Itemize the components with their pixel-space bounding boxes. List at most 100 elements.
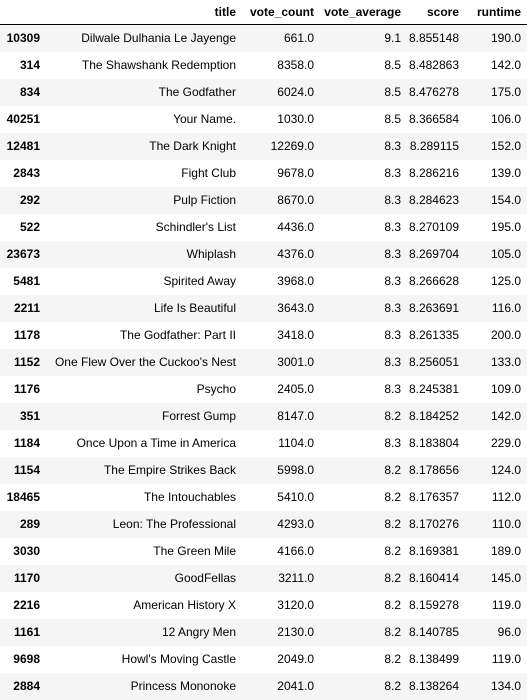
row-index: 292 (19, 192, 40, 207)
title-cell: Schindler's List (155, 219, 236, 234)
runtime-cell: 139.0 (490, 165, 521, 180)
table-row: 351 Forrest Gump 8147.0 8.2 8.184252 142.0 (0, 402, 527, 430)
title-cell: The Green Mile (153, 543, 236, 558)
score-cell: 8.138264 (408, 678, 459, 693)
vote-count-cell: 2041.0 (277, 678, 314, 693)
table-row: 1178 The Godfather: Part II 3418.0 8.3 8.261… (0, 321, 527, 349)
row-index: 314 (19, 57, 40, 72)
vote-count-cell: 3120.0 (277, 597, 314, 612)
title-cell: Fight Club (181, 165, 236, 180)
row-index: 1161 (13, 624, 40, 639)
row-index: 2843 (13, 165, 40, 180)
score-cell: 8.178656 (408, 462, 459, 477)
title-cell: Spirited Away (163, 273, 237, 288)
runtime-cell: 142.0 (490, 408, 521, 423)
table-row: 3030 The Green Mile 4166.0 8.2 8.169381 189.0 (0, 537, 527, 565)
runtime-cell: 190.0 (490, 30, 521, 45)
title-cell: GoodFellas (174, 570, 236, 585)
row-index: 1184 (13, 435, 40, 450)
score-cell: 8.270109 (408, 219, 459, 234)
title-header: title (46, 0, 242, 25)
row-index: 5481 (13, 273, 40, 288)
runtime-cell: 119.0 (491, 651, 521, 666)
vote-average-cell: 8.3 (384, 300, 401, 315)
runtime-cell: 175.0 (490, 84, 521, 99)
vote-average-cell: 8.2 (384, 570, 401, 585)
row-index: 2884 (13, 678, 40, 693)
runtime-cell: 134.0 (490, 678, 521, 693)
row-index: 1154 (13, 462, 40, 477)
vote-count-cell: 6024.0 (277, 84, 314, 99)
vote-average-cell: 8.3 (384, 246, 401, 261)
vote-count-cell: 3418.0 (277, 327, 314, 342)
vote-count-cell: 4293.0 (277, 516, 314, 531)
score-cell: 8.170276 (408, 516, 459, 531)
title-cell: Psycho (196, 381, 236, 396)
runtime-cell: 112.0 (491, 489, 521, 504)
score-cell: 8.160414 (408, 570, 459, 585)
vote-average-cell: 8.2 (384, 597, 401, 612)
score-cell: 8.284623 (408, 192, 459, 207)
table-row: 1161 12 Angry Men 2130.0 8.2 8.140785 96.0 (0, 618, 527, 646)
table-row: 1154 The Empire Strikes Back 5998.0 8.2 8.17… (0, 456, 527, 484)
table-row: 1170 GoodFellas 3211.0 8.2 8.160414 145.0 (0, 564, 527, 592)
runtime-cell: 229.0 (490, 435, 521, 450)
runtime-cell: 125.0 (490, 273, 521, 288)
vote-count-cell: 2130.0 (277, 624, 314, 639)
vote-count-cell: 3001.0 (277, 354, 314, 369)
score-cell: 8.266628 (408, 273, 459, 288)
score-cell: 8.176357 (408, 489, 459, 504)
table-header: title vote_count vote_average score runt… (0, 0, 527, 25)
vote-count-cell: 3211.0 (278, 570, 314, 585)
row-index: 9698 (13, 651, 40, 666)
title-cell: Forrest Gump (161, 408, 236, 423)
score-cell: 8.482863 (408, 57, 459, 72)
vote-count-cell: 4376.0 (277, 246, 314, 261)
runtime-cell: 145.0 (490, 570, 521, 585)
table-row: 12481 The Dark Knight 12269.0 8.3 8.289115 15… (0, 132, 527, 160)
vote-count-cell: 4436.0 (277, 219, 314, 234)
table-row: 40251 Your Name. 1030.0 8.5 8.366584 106.0 (0, 105, 527, 133)
vote-average-cell: 8.2 (384, 624, 401, 639)
title-cell: Life Is Beautiful (153, 300, 236, 315)
table-row: 1184 Once Upon a Time in America 1104.0 8.3… (0, 429, 527, 457)
row-index: 1152 (13, 354, 40, 369)
title-cell: Howl's Moving Castle (121, 651, 236, 666)
runtime-cell: 116.0 (491, 300, 521, 315)
vote-count-cell: 5410.0 (277, 489, 314, 504)
score-cell: 8.269704 (408, 246, 459, 261)
table-row: 314 The Shawshank Redemption 8358.0 8.5 8.48… (0, 51, 527, 79)
vote-average-cell: 8.2 (384, 543, 401, 558)
vote-average-cell: 9.1 (384, 30, 401, 45)
title-cell: Your Name. (173, 111, 236, 126)
vote-average-cell: 8.3 (384, 327, 401, 342)
row-index: 522 (19, 219, 40, 234)
score-cell: 8.476278 (408, 84, 459, 99)
runtime-cell: 142.0 (490, 57, 521, 72)
title-cell: 12 Angry Men (161, 624, 236, 639)
row-index: 10309 (6, 30, 40, 45)
runtime-cell: 106.0 (490, 111, 521, 126)
row-index: 289 (19, 516, 40, 531)
table-row: 10309 Dilwale Dulhania Le Jayenge 661.0 9.1… (0, 24, 527, 52)
vote-average-cell: 8.2 (384, 678, 401, 693)
row-index: 2216 (13, 597, 40, 612)
score-cell: 8.286216 (408, 165, 459, 180)
vote-count-header: vote_count (242, 0, 320, 25)
title-cell: The Dark Knight (149, 138, 236, 153)
title-cell: Princess Mononoke (130, 678, 236, 693)
table-row: 834 The Godfather 6024.0 8.5 8.476278 175.0 (0, 78, 527, 106)
vote-count-cell: 12269.0 (270, 138, 314, 153)
score-header: score (407, 0, 465, 25)
row-index: 23673 (6, 246, 40, 261)
score-cell: 8.184252 (408, 408, 459, 423)
vote-average-cell: 8.2 (384, 408, 401, 423)
runtime-cell: 110.0 (491, 516, 521, 531)
table-row: 289 Leon: The Professional 4293.0 8.2 8.1702… (0, 510, 527, 538)
runtime-cell: 133.0 (490, 354, 521, 369)
row-index: 351 (19, 408, 40, 423)
row-index: 40251 (6, 111, 40, 126)
vote-average-cell: 8.5 (384, 111, 401, 126)
runtime-cell: 200.0 (490, 327, 521, 342)
